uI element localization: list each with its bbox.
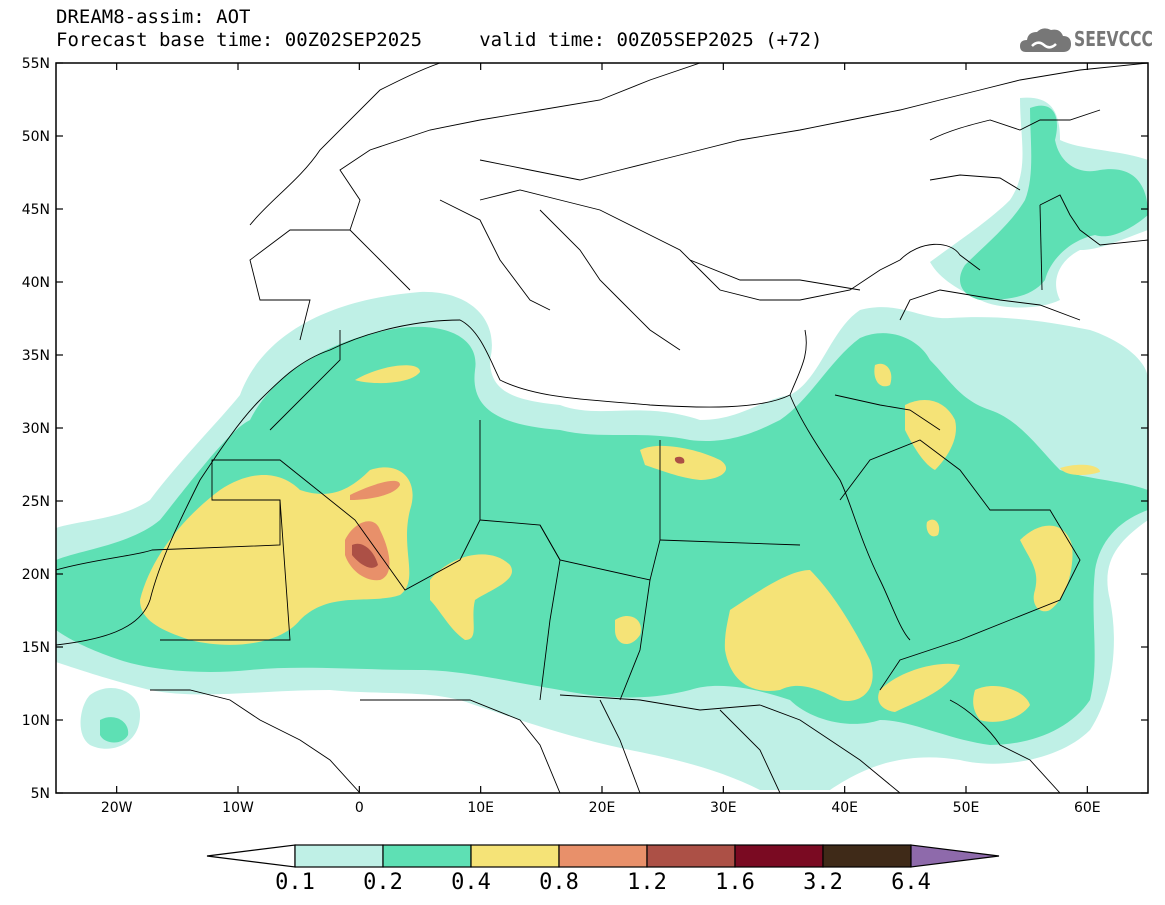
lat-label: 25N (22, 494, 50, 510)
colorbar-swatch (470, 844, 560, 868)
aot-band-0-2 (56, 105, 1148, 745)
lon-label: 30E (710, 800, 737, 816)
seevccc-logo: SEEVCCC (1018, 22, 1158, 56)
lat-label: 15N (22, 640, 50, 656)
colorbar-label: 0.4 (451, 870, 491, 895)
colorbar-swatch (646, 844, 736, 868)
cloud-icon (1020, 28, 1071, 52)
colorbar-label: 0.2 (363, 870, 403, 895)
map-header: DREAM8-assim: AOT Forecast base time: 00Z… (56, 6, 822, 52)
colorbar-label: 3.2 (803, 870, 843, 895)
lat-label: 5N (31, 786, 50, 802)
lat-label: 30N (22, 421, 50, 437)
colorbar-over-triangle (910, 844, 1000, 868)
lat-label: 35N (22, 348, 50, 364)
lon-label: 50E (953, 800, 980, 816)
colorbar: 0.1 0.2 0.4 0.8 1.2 1.6 3.2 6.4 (206, 844, 1000, 895)
lat-label: 50N (22, 129, 50, 145)
colorbar-label: 1.2 (627, 870, 667, 895)
lat-label: 20N (22, 567, 50, 583)
colorbar-swatch (822, 844, 912, 868)
lon-label: 60E (1074, 800, 1101, 816)
forecast-times: Forecast base time: 00Z02SEP2025 valid t… (56, 29, 823, 51)
lon-label: 0 (355, 800, 364, 816)
product-title: DREAM8-assim: AOT (56, 6, 251, 28)
colorbar-label: 0.1 (275, 870, 315, 895)
lon-label: 20E (589, 800, 616, 816)
aot-band-1-2 (352, 456, 685, 568)
colorbar-under-triangle (206, 844, 296, 868)
aot-field (56, 97, 1148, 790)
colorbar-label: 6.4 (891, 870, 931, 895)
colorbar-swatch (734, 844, 824, 868)
lat-label: 10N (22, 713, 50, 729)
coastlines-borders (56, 63, 1148, 793)
colorbar-label: 1.6 (715, 870, 755, 895)
lon-label: 10E (467, 800, 494, 816)
lon-label: 40E (831, 800, 858, 816)
logo-text: SEEVCCC (1074, 27, 1153, 51)
colorbar-label: 0.8 (539, 870, 579, 895)
colorbar-swatch (558, 844, 648, 868)
colorbar-swatch (294, 844, 384, 868)
colorbar-swatch (382, 844, 472, 868)
lat-label: 40N (22, 275, 50, 291)
lat-label: 55N (22, 56, 50, 72)
lon-label: 10W (222, 800, 254, 816)
longitude-axis: 20W 10W 0 10E 20E 30E 40E 50E 60E (101, 63, 1101, 816)
latitude-axis: 55N 50N 45N 40N 35N 30N 25N 20N 15N 10N 5N (22, 56, 1148, 802)
lat-label: 45N (22, 202, 50, 218)
lon-label: 20W (101, 800, 133, 816)
